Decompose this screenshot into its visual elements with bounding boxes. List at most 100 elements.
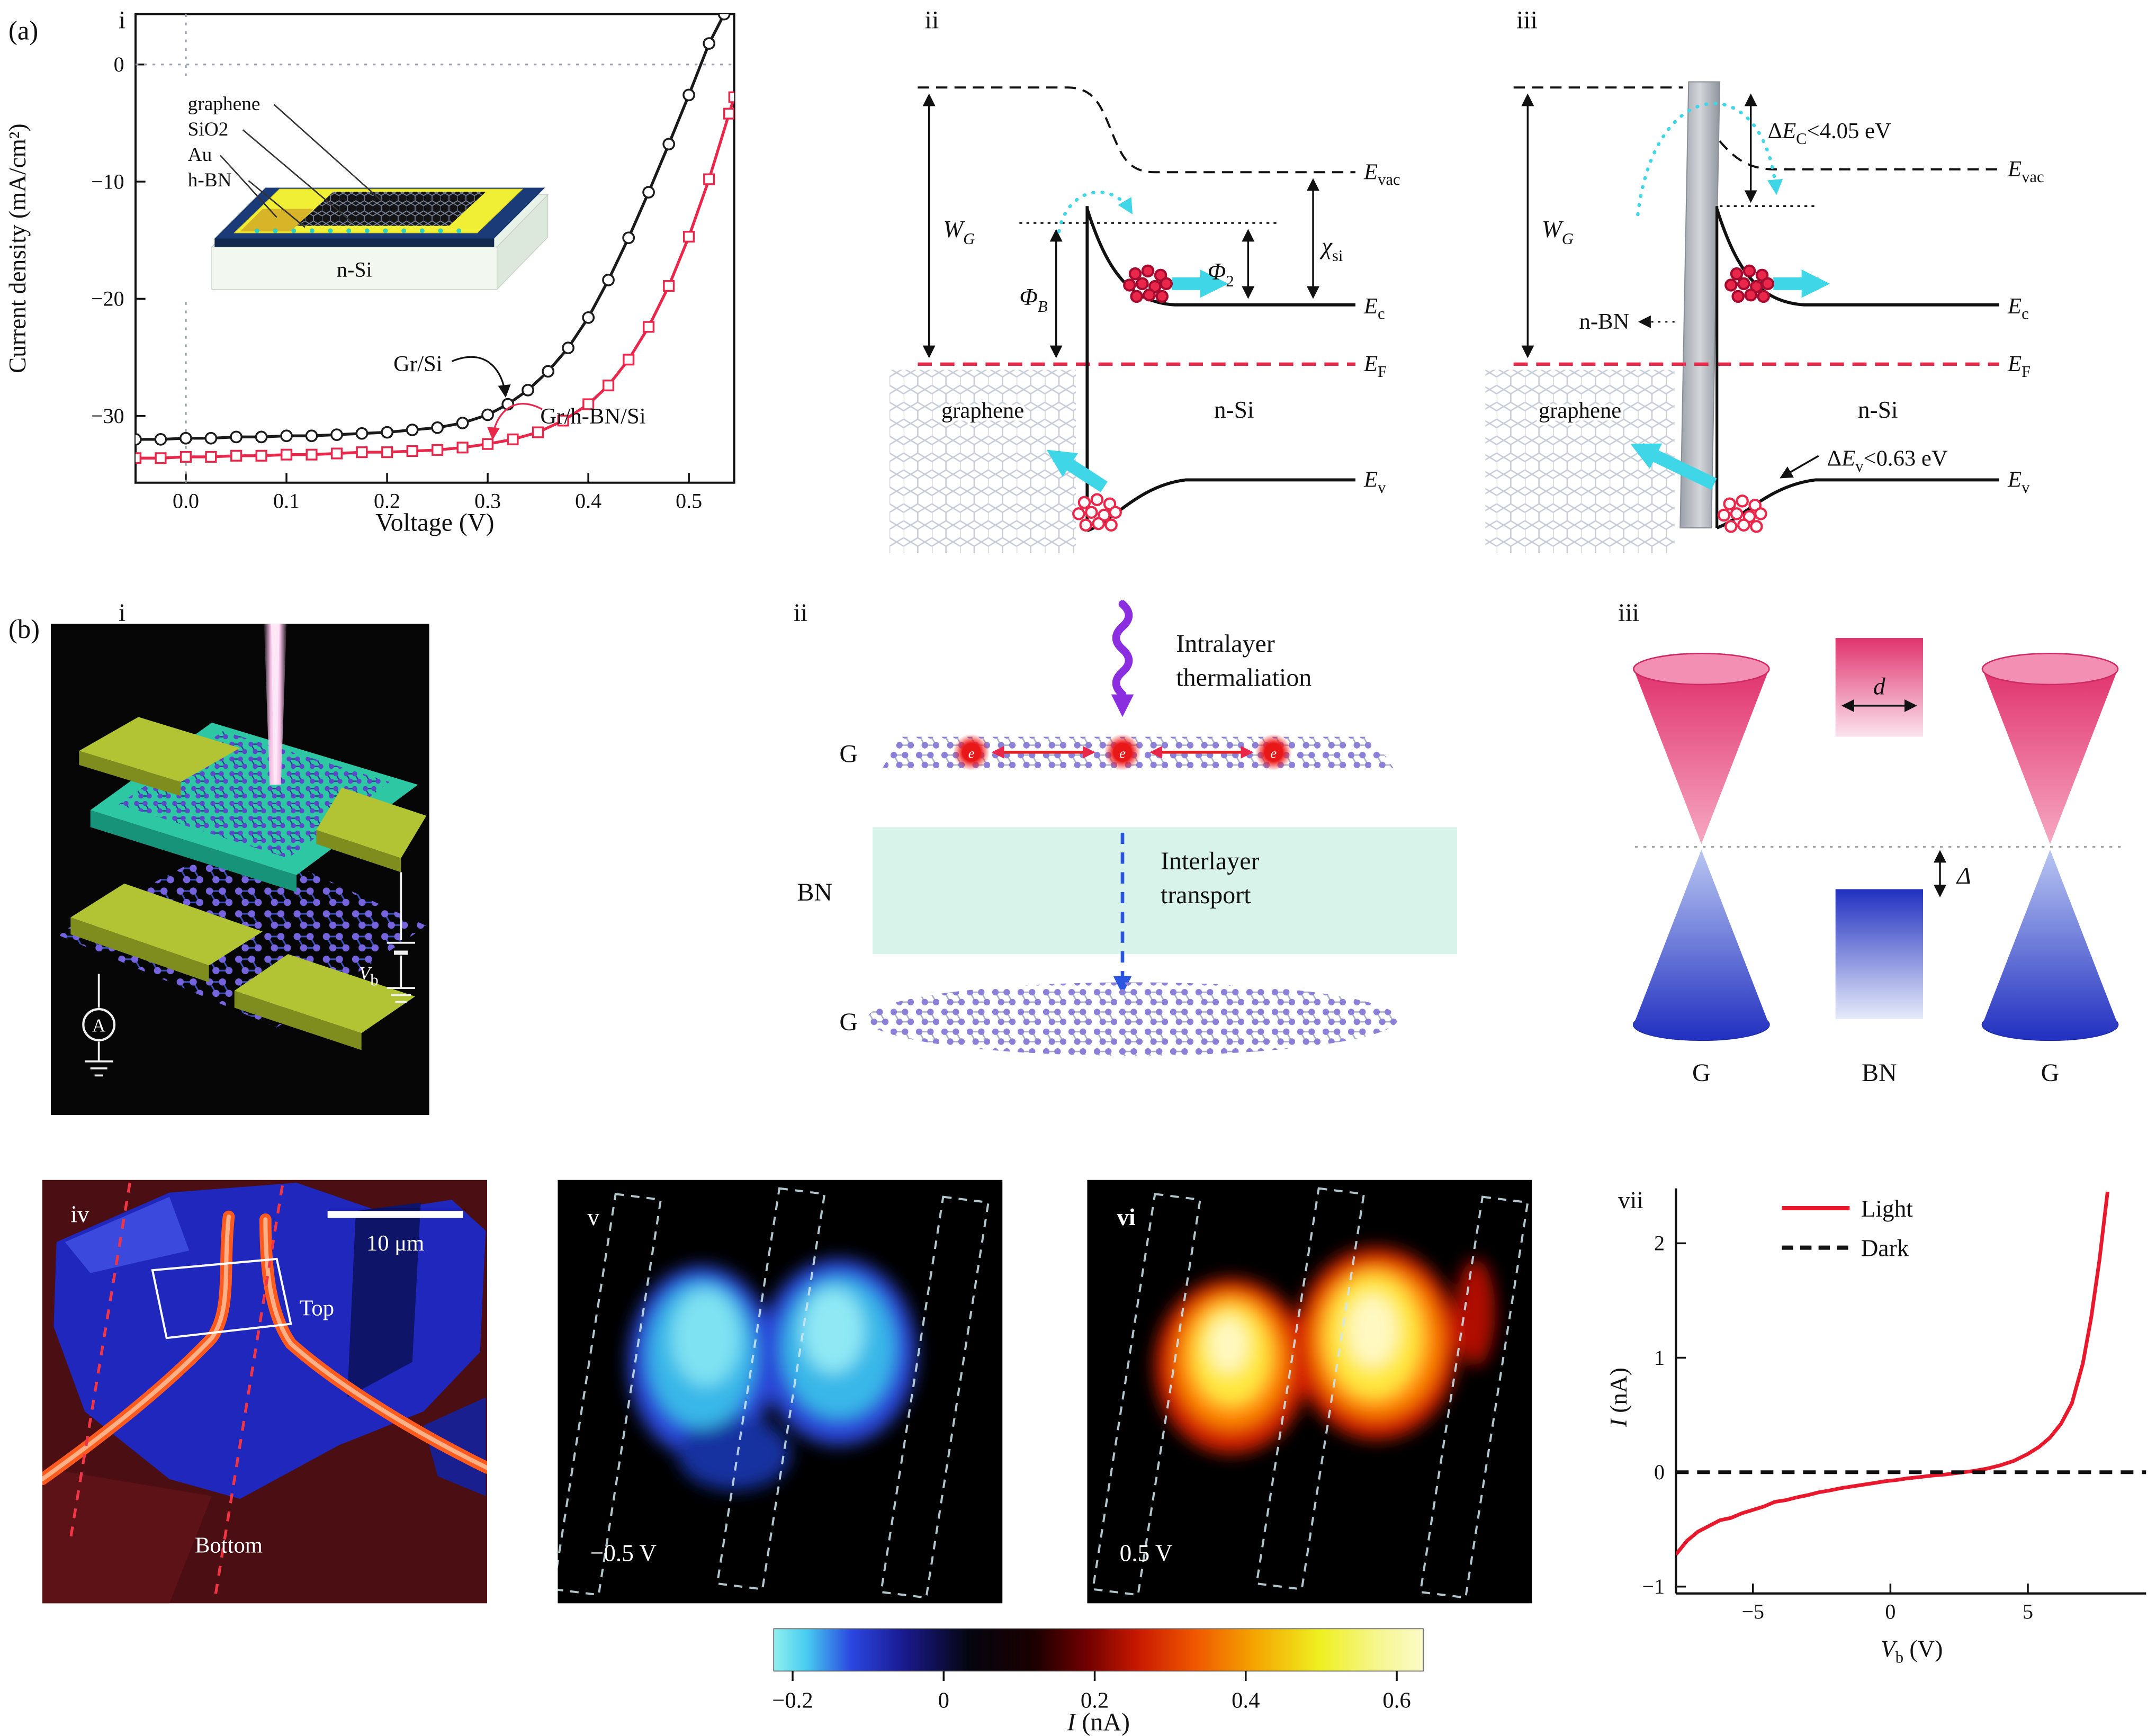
svg-text:e: e bbox=[1119, 745, 1126, 761]
panel-a-i-numeral: i bbox=[119, 6, 125, 34]
electrode-dashed-outlines bbox=[1091, 1187, 1529, 1599]
hot-electrons: e e e bbox=[953, 734, 1292, 771]
panel-a-ii-numeral: ii bbox=[925, 6, 939, 34]
bn-conduction-band-bar bbox=[1835, 637, 1923, 737]
graphene-region-label: graphene bbox=[1539, 398, 1621, 423]
ev-label: Ev bbox=[1363, 467, 1386, 497]
curve-label-grsi: Gr/Si bbox=[393, 352, 443, 376]
phi2-label: Φ2 bbox=[1208, 258, 1234, 290]
svg-text:e: e bbox=[968, 745, 975, 761]
carrier-clusters bbox=[1072, 264, 1774, 533]
panel-b-vi-numeral: vi bbox=[1117, 1204, 1135, 1230]
scale-bar bbox=[327, 1211, 463, 1218]
optical-micrograph: Top Bottom 10 μm iv bbox=[42, 1180, 487, 1604]
ev-label: Ev bbox=[2007, 467, 2030, 497]
hbn-dots bbox=[254, 228, 462, 233]
offset-label: Δ bbox=[1956, 862, 1971, 889]
nsi-right-face bbox=[497, 194, 549, 291]
layer-transport-schematic: ii Intralayer thermaliation G e e e BN I… bbox=[794, 599, 1457, 1056]
jv-x-axis-label: Voltage (V) bbox=[375, 508, 494, 536]
iv-axis-ticks: −5 0 5 −1 0 1 2 bbox=[1642, 1231, 2033, 1624]
ef-label: EF bbox=[2007, 352, 2031, 381]
y-tick-label: 1 bbox=[1654, 1346, 1665, 1370]
bias-label: −0.5 V bbox=[590, 1540, 657, 1566]
inset-label-graphene: graphene bbox=[188, 93, 260, 115]
dev-pointer-arrow-icon bbox=[1780, 455, 1819, 479]
jv-axis-ticks: 0.0 0.1 0.2 0.3 0.4 0.5 0 −10 −20 −30 bbox=[91, 52, 702, 513]
jv-plot-area: 0.0 0.1 0.2 0.3 0.4 0.5 0 −10 −20 −30 bbox=[91, 14, 734, 513]
electron-cluster bbox=[1123, 264, 1173, 303]
phib-label: ΦB bbox=[1019, 284, 1048, 316]
panel-b-vii-numeral: vii bbox=[1618, 1187, 1643, 1213]
bottom-graphene-sheet bbox=[867, 982, 1398, 1056]
panel-b-i-numeral: i bbox=[119, 599, 125, 627]
ec-label: Ec bbox=[1363, 294, 1385, 323]
hole-flow-arrow-icon bbox=[1046, 449, 1108, 492]
nsi-region-label: n-Si bbox=[1858, 397, 1898, 423]
photon-wavy-arrow-icon bbox=[1112, 600, 1133, 698]
colorbar-tick-label: −0.2 bbox=[772, 1688, 813, 1713]
flake-edge-dashed-lines bbox=[69, 1182, 284, 1601]
x-tick-label: 0.5 bbox=[676, 489, 702, 513]
gold-electrodes bbox=[70, 717, 427, 1050]
right-g-label: G bbox=[2041, 1059, 2060, 1087]
y-tick-label: −20 bbox=[91, 287, 124, 311]
bottom-gate-label: Bottom bbox=[195, 1533, 263, 1558]
laser-beam-core bbox=[271, 624, 280, 782]
bn-label: BN bbox=[797, 878, 832, 906]
au-electrode bbox=[240, 209, 313, 232]
bottom-graphene-label: G bbox=[839, 1008, 858, 1036]
center-bn-label: BN bbox=[1862, 1059, 1897, 1087]
graphene-lattice-region bbox=[1485, 370, 1675, 554]
substrate-patch bbox=[42, 1468, 212, 1604]
hole-cluster bbox=[1717, 494, 1767, 533]
bn-valence-band-bar bbox=[1835, 889, 1923, 1019]
intralayer-label-line2: thermaliation bbox=[1176, 664, 1311, 692]
x-tick-label: 0 bbox=[1885, 1600, 1896, 1624]
dev-label: ΔEv<0.63 eV bbox=[1827, 446, 1948, 475]
hole-cluster bbox=[1072, 493, 1122, 532]
scale-bar-label: 10 μm bbox=[366, 1231, 424, 1256]
colorbar-gradient-bar bbox=[773, 1628, 1424, 1672]
ef-label: EF bbox=[1363, 352, 1387, 381]
right-dirac-cone bbox=[1981, 652, 2119, 1041]
colorbar-label: I (nA) bbox=[1066, 1708, 1130, 1736]
series-Gr/h-BN/Si bbox=[136, 91, 734, 464]
bn-spacer-block bbox=[873, 827, 1457, 955]
y-tick-label: 2 bbox=[1654, 1231, 1665, 1255]
top-gate-label: Top bbox=[299, 1296, 334, 1321]
left-dirac-cone bbox=[1632, 652, 1770, 1041]
hole-flow-arrow-icon bbox=[1630, 443, 1717, 490]
photocurrent-map-negative: −0.5 V v bbox=[558, 1180, 1003, 1604]
jv-inset-device-schematic: n-Si graphene SiO2 Au h-BN bbox=[178, 79, 556, 302]
y-tick-label: 0 bbox=[114, 52, 124, 76]
vacuum-level-line bbox=[918, 86, 1355, 174]
colorbar-tick-label: 0.4 bbox=[1232, 1688, 1260, 1713]
vacuum-level-right bbox=[1719, 140, 1999, 170]
electron-cluster bbox=[1724, 264, 1774, 303]
circuit-wires bbox=[85, 872, 415, 1077]
tunneling-dotted-arrow-icon bbox=[1636, 102, 1783, 217]
wg-label: WG bbox=[943, 216, 975, 248]
left-g-label: G bbox=[1692, 1059, 1711, 1087]
bn-barrier-slab bbox=[1679, 81, 1721, 529]
legend-dark-label: Dark bbox=[1861, 1235, 1909, 1262]
inset-label-sio2: SiO2 bbox=[188, 119, 229, 140]
x-tick-label: 0.4 bbox=[575, 489, 601, 513]
iv-x-axis-label: Vb (V) bbox=[1881, 1636, 1943, 1667]
photocurrent-blobs bbox=[628, 1258, 917, 1491]
y-tick-label: 0 bbox=[1654, 1460, 1665, 1484]
evac-label: Evac bbox=[2007, 157, 2044, 186]
intralayer-label-line1: Intralayer bbox=[1176, 630, 1275, 658]
dark-flake-region bbox=[347, 1202, 421, 1398]
iv-chart: vii −5 0 5 −1 0 1 2 Light Dark I (nA) Vb (V) bbox=[1605, 1187, 2146, 1666]
panel-b-iii-numeral: iii bbox=[1618, 599, 1639, 627]
iv-y-axis-label: I (nA) bbox=[1605, 1368, 1632, 1427]
interlayer-label-line1: Interlayer bbox=[1161, 847, 1260, 875]
dec-label: ΔEC<4.05 eV bbox=[1768, 119, 1891, 148]
light-flake-region bbox=[65, 1197, 190, 1273]
panel-a-label: (a) bbox=[8, 16, 38, 46]
bias-voltage-label: Vb bbox=[359, 964, 379, 989]
panel-a-iii-numeral: iii bbox=[1516, 6, 1538, 34]
